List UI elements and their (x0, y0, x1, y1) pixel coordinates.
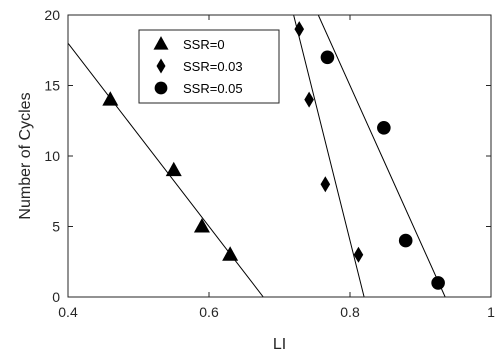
x-tick-label-4: 1 (487, 304, 495, 320)
point-series3-4 (431, 276, 445, 290)
legend: SSR=0 SSR=0.03 SSR=0.05 (139, 30, 279, 103)
x-tick-label-3: 0.8 (340, 304, 360, 320)
x-tick-label-1: 0.4 (58, 304, 78, 320)
legend-marker-3 (155, 82, 168, 95)
legend-label-3: SSR=0.05 (183, 81, 243, 96)
y-axis-label: Number of Cycles (17, 92, 34, 219)
point-series2-3 (321, 176, 331, 192)
x-axis-label: LI (273, 336, 286, 353)
fit-line-3 (318, 15, 445, 297)
y-tick-label-1: 0 (52, 289, 60, 305)
y-tick-label-2: 5 (52, 219, 60, 235)
point-series1-4 (222, 246, 238, 260)
y-tick-label-5: 20 (44, 7, 60, 23)
point-series3-3 (399, 234, 413, 248)
legend-label-2: SSR=0.03 (183, 59, 243, 74)
x-tick-label-2: 0.6 (199, 304, 219, 320)
point-series2-2 (304, 92, 314, 108)
point-series1-1 (102, 91, 118, 105)
legend-label-1: SSR=0 (183, 37, 225, 52)
point-series3-1 (321, 51, 335, 65)
y-tick-label-3: 10 (44, 148, 60, 164)
point-series3-2 (377, 121, 391, 135)
y-tick-label-4: 15 (44, 78, 60, 94)
point-series1-2 (166, 162, 182, 176)
